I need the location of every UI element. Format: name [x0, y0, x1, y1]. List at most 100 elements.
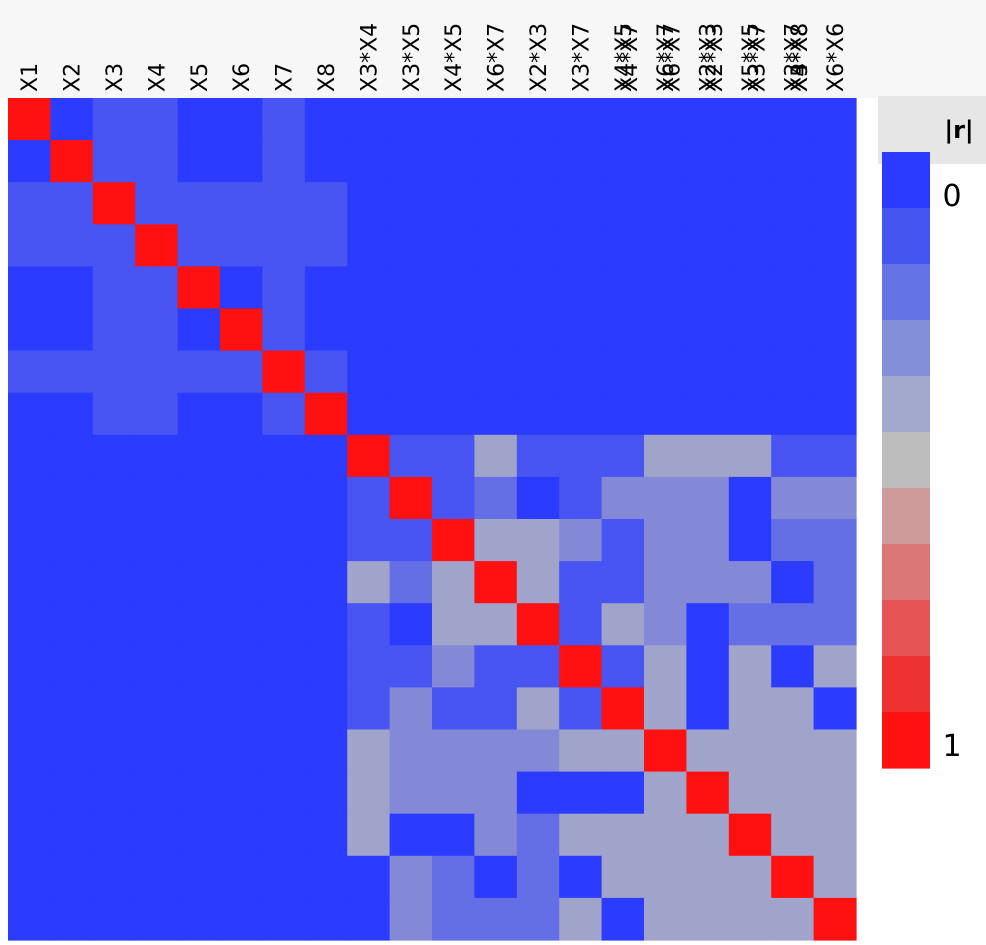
heatmap-cell: [220, 182, 263, 225]
heatmap-cell: [813, 813, 857, 857]
heatmap-cell: [728, 687, 772, 731]
heatmap-cell: [644, 224, 687, 267]
heatmap-cell: [728, 182, 772, 225]
heatmap-cell: [220, 771, 263, 815]
heatmap-cell: [347, 897, 391, 941]
heatmap-cell: [262, 350, 306, 394]
heatmap-cell: [262, 476, 306, 520]
column-tick-label: X4*X7: [618, 23, 643, 92]
heatmap-cell: [92, 266, 136, 310]
heatmap-cell: [686, 98, 730, 141]
heatmap-cell: [771, 897, 815, 941]
heatmap-cell: [644, 771, 687, 815]
heatmap-cell: [771, 224, 815, 267]
heatmap-cell: [347, 434, 391, 478]
heatmap-cell: [50, 476, 94, 520]
heatmap-cell: [135, 434, 179, 478]
heatmap-cell: [50, 729, 94, 773]
heatmap-cell: [135, 350, 179, 394]
heatmap-cell: [601, 729, 645, 773]
heatmap-cell: [813, 645, 857, 688]
legend-swatch: [882, 600, 930, 657]
heatmap-cell: [92, 897, 136, 941]
heatmap-cell: [8, 519, 51, 562]
heatmap-cell: [559, 224, 603, 267]
heatmap-cell: [813, 392, 857, 436]
legend-swatch: [882, 264, 930, 321]
heatmap-cell: [389, 392, 433, 436]
heatmap-cell: [389, 645, 433, 688]
heatmap-cell: [771, 140, 815, 183]
heatmap-cell: [220, 855, 263, 899]
heatmap-cell: [813, 855, 857, 899]
heatmap-cell: [8, 224, 51, 267]
heatmap-cell: [304, 182, 348, 225]
heatmap-cell: [389, 687, 433, 731]
heatmap-cell: [8, 182, 51, 225]
heatmap-cell: [262, 603, 306, 646]
heatmap-cell: [644, 392, 687, 436]
heatmap-cell: [92, 140, 136, 183]
heatmap-cell: [389, 897, 433, 941]
heatmap-cell: [728, 140, 772, 183]
heatmap-cell: [304, 476, 348, 520]
heatmap-cell: [686, 434, 730, 478]
heatmap-cell: [262, 855, 306, 899]
heatmap-cell: [516, 434, 560, 478]
heatmap-cell: [432, 224, 475, 267]
heatmap-cell: [644, 813, 687, 857]
heatmap-cell: [559, 519, 603, 562]
heatmap-cell: [304, 519, 348, 562]
heatmap-cell: [813, 771, 857, 815]
heatmap-cell: [559, 897, 603, 941]
heatmap-cell: [771, 813, 815, 857]
heatmap-cell: [92, 98, 136, 141]
heatmap-cell: [8, 434, 51, 478]
heatmap-cell: [771, 182, 815, 225]
heatmap-cell: [644, 140, 687, 183]
heatmap-cell: [432, 308, 475, 352]
column-tick-label: X1: [18, 63, 43, 92]
heatmap-cell: [644, 687, 687, 731]
heatmap-cell: [813, 140, 857, 183]
heatmap-cell: [50, 687, 94, 731]
column-tick-label: X2*X3: [697, 23, 722, 92]
heatmap-cell: [432, 771, 475, 815]
heatmap-cell: [92, 476, 136, 520]
heatmap-cell: [516, 855, 560, 899]
column-tick-label: X7: [273, 63, 298, 92]
heatmap-cell: [474, 308, 518, 352]
heatmap-cell: [644, 476, 687, 520]
heatmap-cell: [389, 771, 433, 815]
heatmap-cell: [8, 392, 51, 436]
heatmap-cell: [771, 476, 815, 520]
heatmap-cell: [50, 224, 94, 267]
heatmap-cell: [432, 603, 475, 646]
heatmap-cell: [50, 813, 94, 857]
heatmap-cell: [177, 98, 221, 141]
heatmap-cell: [432, 434, 475, 478]
heatmap-cell: [601, 392, 645, 436]
heatmap-cell: [644, 350, 687, 394]
heatmap-cell: [177, 224, 221, 267]
column-tick-label: X5: [188, 63, 213, 92]
heatmap-cell: [813, 561, 857, 604]
heatmap-cell: [813, 603, 857, 646]
heatmap-cell: [771, 308, 815, 352]
legend-swatch: [882, 320, 930, 377]
heatmap-cell: [601, 687, 645, 731]
heatmap-cell: [389, 519, 433, 562]
heatmap-cell: [601, 350, 645, 394]
heatmap-cell: [135, 645, 179, 688]
heatmap-cell: [474, 182, 518, 225]
heatmap-cell: [135, 771, 179, 815]
heatmap-cell: [50, 350, 94, 394]
heatmap-cell: [220, 813, 263, 857]
heatmap-cell: [389, 182, 433, 225]
heatmap-cell: [771, 392, 815, 436]
heatmap-cell: [389, 603, 433, 646]
heatmap-cell: [135, 140, 179, 183]
heatmap-cell: [50, 897, 94, 941]
heatmap-cell: [813, 98, 857, 141]
heatmap-cell: [92, 350, 136, 394]
